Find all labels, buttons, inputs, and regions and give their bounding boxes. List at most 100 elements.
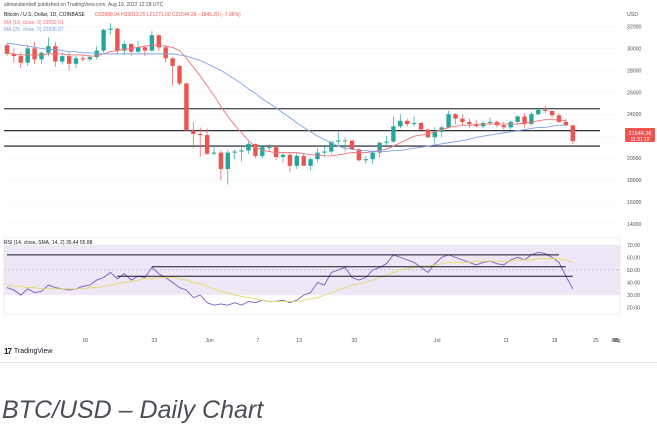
- candle-body: [101, 29, 106, 51]
- price-tick-label: 32000: [627, 24, 642, 30]
- candle-body: [108, 28, 113, 30]
- tradingview-mark-icon: 17: [4, 347, 12, 356]
- candle-body: [87, 57, 92, 60]
- time-tick-label: 8: [615, 338, 618, 344]
- candle-body: [39, 52, 44, 60]
- symbol-title: Bitcoin / U.S. Dollar, 1D, COINBASE: [4, 12, 86, 18]
- rsi-tick-label: 30.00: [627, 293, 640, 299]
- candle-body: [342, 140, 348, 142]
- price-badge-value: 21544.26: [629, 131, 652, 137]
- candle-body: [170, 58, 175, 66]
- candle-body: [115, 28, 120, 51]
- time-tick-label: 23: [151, 338, 157, 344]
- rsi-trend-lines: [7, 254, 573, 277]
- candle-body: [425, 129, 431, 138]
- candle-body: [253, 143, 258, 156]
- candle-body: [177, 65, 182, 84]
- grid: [4, 26, 620, 271]
- candle-body: [73, 58, 79, 64]
- rsi-tick-label: 60.00: [627, 255, 640, 261]
- time-tick-label: 22: [613, 338, 619, 344]
- candle-body: [273, 147, 279, 158]
- support-resistance-lines: [4, 108, 600, 147]
- candle-body: [508, 121, 513, 128]
- candle-body: [301, 155, 306, 166]
- time-tick-label: 13: [296, 338, 302, 344]
- time-tick-label: 25: [593, 338, 599, 344]
- ma10-line: [6, 44, 566, 157]
- candle-body: [191, 130, 196, 134]
- rsi-lines: [6, 251, 574, 306]
- candle-body: [570, 125, 575, 142]
- candle-body: [232, 151, 237, 153]
- price-axis-ticks: 3200030000280002600024000220002000018000…: [627, 12, 642, 228]
- candles: [4, 23, 575, 185]
- rsi-tick-label: 40.00: [627, 281, 640, 287]
- candle-body: [391, 126, 396, 142]
- candle-body: [198, 133, 203, 136]
- candle-body: [80, 58, 86, 60]
- time-tick-label: Jul: [434, 338, 441, 344]
- candle-body: [411, 123, 417, 125]
- candle-body: [218, 152, 224, 170]
- time-tick-label: Jun: [205, 338, 213, 344]
- candle-body: [184, 83, 189, 131]
- ma25-line: [6, 42, 566, 152]
- candle-body: [211, 152, 217, 154]
- chart-caption: BTC/USD – Daily Chart: [2, 396, 264, 424]
- price-tick-label: 18000: [627, 178, 642, 184]
- candle-body: [536, 109, 541, 115]
- candle-body: [515, 116, 520, 122]
- candle-body: [280, 154, 286, 158]
- candle-body: [329, 141, 334, 152]
- price-tick-label: 16000: [627, 200, 642, 206]
- candle-body: [529, 114, 534, 125]
- tradingview-logo[interactable]: 17 TradingView: [4, 347, 52, 356]
- rsi-tick-label: 50.00: [627, 268, 640, 274]
- candle-body: [563, 121, 569, 126]
- candle-body: [460, 118, 465, 122]
- chart-frame: 3200030000280002600024000220002000018000…: [0, 0, 657, 363]
- price-tick-label: 26000: [627, 90, 642, 96]
- candle-body: [308, 159, 313, 166]
- candle-body: [370, 152, 375, 160]
- time-tick-label: 18: [552, 338, 558, 344]
- tradingview-logo-text: TradingView: [13, 348, 53, 355]
- candle-body: [294, 155, 299, 166]
- candle-body: [149, 35, 155, 51]
- candle-body: [4, 45, 10, 54]
- candle-body: [267, 147, 272, 148]
- candle-body: [487, 121, 493, 123]
- currency-label: USD: [627, 12, 638, 18]
- candle-body: [363, 159, 368, 161]
- price-tick-label: 24000: [627, 112, 642, 118]
- candle-body: [480, 123, 486, 127]
- price-chart[interactable]: 3200030000280002600024000220002000018000…: [0, 0, 657, 362]
- candle-body: [377, 142, 382, 153]
- time-tick-label: 7: [256, 338, 259, 344]
- time-tick-label: 16: [82, 338, 88, 344]
- candle-body: [405, 120, 410, 125]
- candle-body: [522, 116, 527, 125]
- candle-body: [543, 109, 548, 111]
- candle-body: [315, 152, 320, 160]
- publisher-text: alimandambell published on TradingView.c…: [4, 2, 164, 8]
- candle-body: [66, 56, 72, 64]
- time-tick-label: Aug: [611, 338, 620, 344]
- candle-body: [25, 48, 30, 63]
- candle-body: [156, 35, 161, 48]
- rsi-axis-ticks: 70.00 60.00 50.00 40.00 30.00 20.00: [627, 243, 640, 312]
- candle-body: [453, 114, 458, 119]
- ma10-label: MA (10, close, 0) 23092.61: [4, 20, 64, 26]
- time-tick-label: 20: [352, 338, 358, 344]
- candle-body: [18, 56, 23, 63]
- candle-body: [356, 149, 362, 161]
- rsi-pane-frame: [3, 237, 621, 315]
- rsi-label: RSI (14, close, SMA, 14, 2) 35.44 55.88: [4, 240, 93, 246]
- price-badge-bg: [625, 128, 655, 142]
- candle-body: [287, 154, 293, 166]
- candle-body: [60, 56, 65, 62]
- rsi-sma-line: [6, 258, 573, 302]
- candle-body: [349, 140, 355, 150]
